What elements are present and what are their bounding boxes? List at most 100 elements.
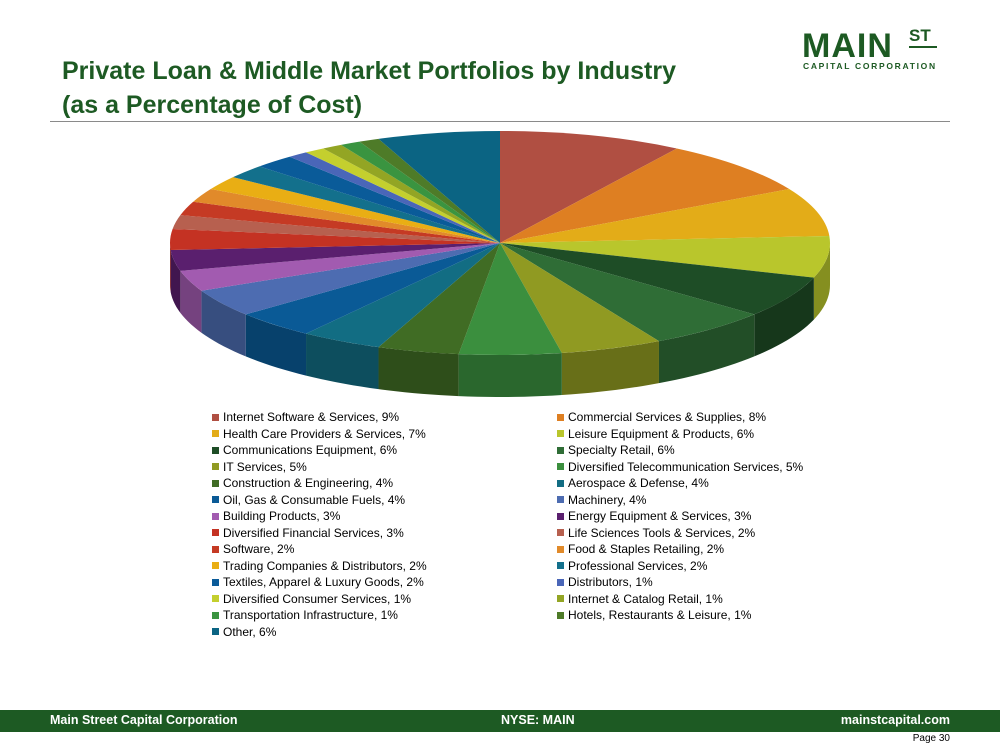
legend-item: Food & Staples Retailing, 2% <box>557 541 852 558</box>
pie-slice-8 <box>458 243 562 356</box>
legend-label: Building Products, 3% <box>223 509 341 524</box>
pie-side-15 <box>170 243 171 293</box>
legend-item: Aerospace & Defense, 4% <box>557 475 852 492</box>
legend-label: Oil, Gas & Consumable Fuels, 4% <box>223 492 406 507</box>
legend-item: Diversified Consumer Services, 1% <box>212 591 557 608</box>
legend-swatch <box>212 463 219 471</box>
pie-slice-13 <box>180 243 500 291</box>
logo-main-text: MAIN <box>802 27 893 65</box>
legend-label: Diversified Financial Services, 3% <box>223 525 404 540</box>
legend-item: Distributors, 1% <box>557 574 852 591</box>
legend-swatch <box>212 430 219 438</box>
legend-label: Life Sciences Tools & Services, 2% <box>568 525 756 540</box>
legend-swatch <box>212 413 219 421</box>
legend-item: Textiles, Apparel & Luxury Goods, 2% <box>212 574 557 591</box>
legend-label: Other, 6% <box>223 624 277 639</box>
legend-label: Construction & Engineering, 4% <box>223 476 394 491</box>
legend-label: Diversified Telecommunication Services, … <box>568 459 804 474</box>
pie-slice-16 <box>172 215 500 243</box>
legend-item: Internet Software & Services, 9% <box>212 409 557 426</box>
footer-website[interactable]: mainstcapital.com <box>840 713 950 727</box>
legend-swatch <box>212 496 219 504</box>
legend-label: Internet & Catalog Retail, 1% <box>568 591 723 606</box>
legend-item: Energy Equipment & Services, 3% <box>557 508 852 525</box>
page-number: Page 30 <box>912 733 950 744</box>
legend-label: Textiles, Apparel & Luxury Goods, 2% <box>223 575 424 590</box>
pie-side-10 <box>306 333 379 390</box>
legend-swatch <box>557 562 564 570</box>
legend-label: Software, 2% <box>223 542 295 557</box>
legend-swatch <box>557 611 564 619</box>
legend-swatch <box>557 529 564 537</box>
legend-swatch <box>557 595 564 603</box>
pie-slice-6 <box>500 243 755 342</box>
legend-label: Specialty Retail, 6% <box>568 443 675 458</box>
pie-slice-7 <box>500 243 659 354</box>
pie-side-5 <box>754 277 814 357</box>
legend-swatch <box>212 628 219 636</box>
pie-slice-12 <box>201 243 500 315</box>
legend-label: IT Services, 5% <box>223 459 307 474</box>
pie-chart <box>169 131 831 397</box>
legend-item: Transportation Infrastructure, 1% <box>212 607 557 624</box>
footer-company: Main Street Capital Corporation <box>50 713 238 727</box>
pie-side-9 <box>378 347 459 397</box>
legend-item: Life Sciences Tools & Services, 2% <box>557 525 852 542</box>
pie-slice-27 <box>378 131 500 243</box>
pie-slice-15 <box>169 228 501 251</box>
legend-label: Leisure Equipment & Products, 6% <box>568 426 755 441</box>
pie-side-11 <box>245 314 307 376</box>
legend-item: Trading Companies & Distributors, 2% <box>212 558 557 575</box>
legend-label: Food & Staples Retailing, 2% <box>568 542 725 557</box>
legend-label: Energy Equipment & Services, 3% <box>568 509 752 524</box>
pie-slice-11 <box>245 243 500 334</box>
pie-slice-21 <box>259 156 500 243</box>
legend-label: Health Care Providers & Services, 7% <box>223 426 426 441</box>
legend-item: Oil, Gas & Consumable Fuels, 4% <box>212 492 557 509</box>
legend-swatch <box>557 446 564 454</box>
legend-swatch <box>212 611 219 619</box>
legend-swatch <box>212 562 219 570</box>
pie-slice-10 <box>306 243 500 348</box>
legend-label: Diversified Consumer Services, 1% <box>223 591 412 606</box>
pie-side-walls <box>170 243 830 397</box>
legend-item: Building Products, 3% <box>212 508 557 525</box>
pie-slice-3 <box>500 189 830 243</box>
pie-slice-22 <box>289 152 500 243</box>
legend-label: Trading Companies & Distributors, 2% <box>223 558 427 573</box>
legend-item: Software, 2% <box>212 541 557 558</box>
pie-slice-5 <box>500 243 814 315</box>
legend-swatch <box>212 446 219 454</box>
legend-swatch <box>557 496 564 504</box>
pie-side-7 <box>561 341 659 396</box>
legend-item: Internet & Catalog Retail, 1% <box>557 591 852 608</box>
legend-item: Specialty Retail, 6% <box>557 442 852 459</box>
legend-item: Diversified Telecommunication Services, … <box>557 459 852 476</box>
legend-swatch <box>557 578 564 586</box>
chart-legend: Internet Software & Services, 9% Commerci… <box>212 409 852 640</box>
legend-label: Hotels, Restaurants & Leisure, 1% <box>568 608 752 623</box>
logo-subtitle: CAPITAL CORPORATION <box>803 61 937 71</box>
legend-item: Diversified Financial Services, 3% <box>212 525 557 542</box>
legend-swatch <box>557 413 564 421</box>
pie-slice-1 <box>500 131 677 243</box>
legend-label: Professional Services, 2% <box>568 558 708 573</box>
title-divider <box>50 121 950 122</box>
legend-swatch <box>557 430 564 438</box>
pie-side-13 <box>180 270 202 333</box>
legend-item: Machinery, 4% <box>557 492 852 509</box>
legend-item: Commercial Services & Supplies, 8% <box>557 409 852 426</box>
logo-superscript: ST <box>909 26 931 45</box>
legend-label: Transportation Infrastructure, 1% <box>223 608 398 623</box>
pie-side-4 <box>813 243 830 320</box>
pie-side-6 <box>658 314 755 384</box>
legend-swatch <box>212 545 219 553</box>
logo-underline <box>909 46 937 48</box>
legend-swatch <box>212 529 219 537</box>
page-title: Private Loan & Middle Market Portfolios … <box>62 54 782 122</box>
legend-swatch <box>557 463 564 471</box>
pie-slice-24 <box>323 144 500 243</box>
pie-slice-17 <box>180 201 500 243</box>
legend-label: Aerospace & Defense, 4% <box>568 476 709 491</box>
pie-slice-26 <box>359 138 500 243</box>
